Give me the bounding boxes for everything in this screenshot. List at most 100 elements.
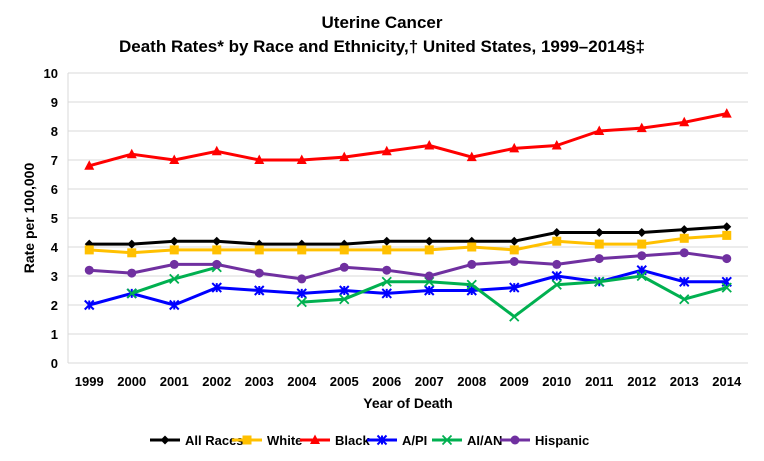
data-point-ai-an bbox=[679, 294, 690, 305]
data-point-hispanic bbox=[127, 268, 137, 278]
data-point-white bbox=[297, 245, 307, 255]
data-point-white bbox=[169, 245, 179, 255]
data-point-black bbox=[84, 160, 95, 170]
data-point-white bbox=[509, 245, 519, 255]
data-point-white bbox=[382, 245, 392, 255]
legend-label: All Races bbox=[185, 433, 244, 448]
x-tick-label: 2014 bbox=[712, 374, 742, 389]
data-point-white bbox=[722, 230, 732, 240]
x-tick-label: 2006 bbox=[372, 374, 401, 389]
data-point-all-races bbox=[722, 222, 732, 232]
y-tick-label: 2 bbox=[51, 298, 58, 313]
y-tick-label: 7 bbox=[51, 153, 58, 168]
data-point-a-pi bbox=[339, 285, 350, 296]
data-point-white bbox=[467, 242, 477, 252]
series-line-a-pi bbox=[88, 268, 727, 307]
series-line-black bbox=[88, 112, 728, 168]
data-point-a-pi bbox=[381, 288, 392, 299]
data-point-hispanic bbox=[424, 271, 434, 281]
data-point-black bbox=[594, 125, 605, 135]
legend-item-ai-an: AI/AN bbox=[432, 433, 502, 448]
data-point-black bbox=[296, 154, 307, 164]
data-point-black bbox=[169, 154, 180, 164]
x-tick-label: 1999 bbox=[75, 374, 104, 389]
x-tick-label: 2005 bbox=[330, 374, 359, 389]
x-axis-label: Year of Death bbox=[363, 395, 452, 411]
y-tick-label: 5 bbox=[51, 211, 58, 226]
legend-label: AI/AN bbox=[467, 433, 502, 448]
legend-label: Hispanic bbox=[535, 433, 589, 448]
data-point-ai-an bbox=[636, 270, 647, 282]
y-tick-label: 10 bbox=[44, 66, 58, 81]
legend-marker bbox=[310, 434, 320, 444]
data-point-all-races bbox=[509, 236, 519, 246]
data-point-all-races bbox=[679, 225, 689, 235]
data-point-ai-an bbox=[296, 296, 307, 308]
data-point-hispanic bbox=[212, 259, 222, 269]
series-line-white bbox=[89, 233, 727, 255]
data-point-hispanic bbox=[339, 262, 349, 272]
legend-item-a-pi: A/PI bbox=[367, 433, 427, 448]
data-point-a-pi bbox=[424, 285, 435, 296]
data-point-a-pi bbox=[296, 288, 307, 299]
data-point-black bbox=[126, 148, 137, 159]
legend-label: White bbox=[267, 433, 302, 448]
legend-marker bbox=[160, 435, 170, 445]
y-tick-label: 1 bbox=[51, 327, 58, 342]
data-point-ai-an bbox=[126, 288, 137, 299]
y-axis-label: Rate per 100,000 bbox=[21, 163, 37, 274]
data-point-black bbox=[381, 145, 392, 156]
data-point-a-pi bbox=[211, 282, 222, 293]
legend-marker bbox=[376, 434, 388, 446]
data-point-white bbox=[594, 239, 604, 249]
data-point-hispanic bbox=[637, 251, 647, 261]
data-point-black bbox=[636, 122, 647, 133]
series-line-hispanic bbox=[89, 251, 727, 281]
data-point-all-races bbox=[552, 228, 562, 237]
data-point-black bbox=[339, 151, 350, 162]
data-point-a-pi bbox=[551, 270, 562, 282]
data-point-white bbox=[552, 236, 562, 246]
x-tick-label: 2011 bbox=[585, 374, 613, 389]
chart-title: Uterine Cancer bbox=[322, 13, 443, 32]
data-point-all-races bbox=[594, 228, 604, 237]
x-tick-label: 2003 bbox=[245, 374, 274, 389]
series-white bbox=[84, 230, 732, 258]
data-point-hispanic bbox=[169, 259, 179, 269]
data-point-black bbox=[509, 142, 520, 153]
data-point-a-pi bbox=[169, 299, 180, 311]
legend: All Races White Black A/PI AI/AN Hispanic bbox=[150, 433, 589, 448]
data-point-a-pi bbox=[679, 276, 690, 288]
data-point-black bbox=[211, 145, 222, 156]
data-point-white bbox=[679, 233, 689, 243]
data-point-ai-an bbox=[381, 276, 392, 287]
data-point-a-pi bbox=[84, 299, 95, 311]
y-tick-label: 8 bbox=[51, 124, 58, 139]
legend-label: Black bbox=[335, 433, 370, 448]
legend-item-hispanic: Hispanic bbox=[500, 433, 589, 448]
x-tick-label: 2009 bbox=[500, 374, 529, 389]
x-tick-label: 2008 bbox=[457, 374, 486, 389]
data-point-hispanic bbox=[467, 259, 477, 269]
data-point-ai-an bbox=[466, 279, 477, 290]
data-point-a-pi bbox=[254, 285, 265, 296]
legend-marker bbox=[441, 434, 453, 446]
data-point-all-races bbox=[169, 236, 179, 246]
data-point-hispanic bbox=[382, 265, 392, 275]
data-point-ai-an bbox=[169, 273, 180, 285]
data-point-ai-an bbox=[339, 294, 350, 305]
series-black bbox=[84, 108, 732, 170]
legend-item-white: White bbox=[232, 433, 302, 448]
data-point-ai-an bbox=[551, 279, 562, 290]
data-point-white bbox=[212, 245, 222, 255]
y-tick-label: 4 bbox=[51, 240, 59, 255]
data-point-ai-an bbox=[721, 282, 732, 293]
x-tick-label: 2000 bbox=[117, 374, 146, 389]
series-line-ai-an bbox=[301, 274, 728, 319]
y-tick-label: 6 bbox=[51, 182, 58, 197]
data-point-all-races bbox=[212, 236, 222, 246]
data-point-black bbox=[679, 116, 690, 127]
legend-marker bbox=[242, 435, 252, 445]
data-point-a-pi bbox=[509, 282, 520, 293]
